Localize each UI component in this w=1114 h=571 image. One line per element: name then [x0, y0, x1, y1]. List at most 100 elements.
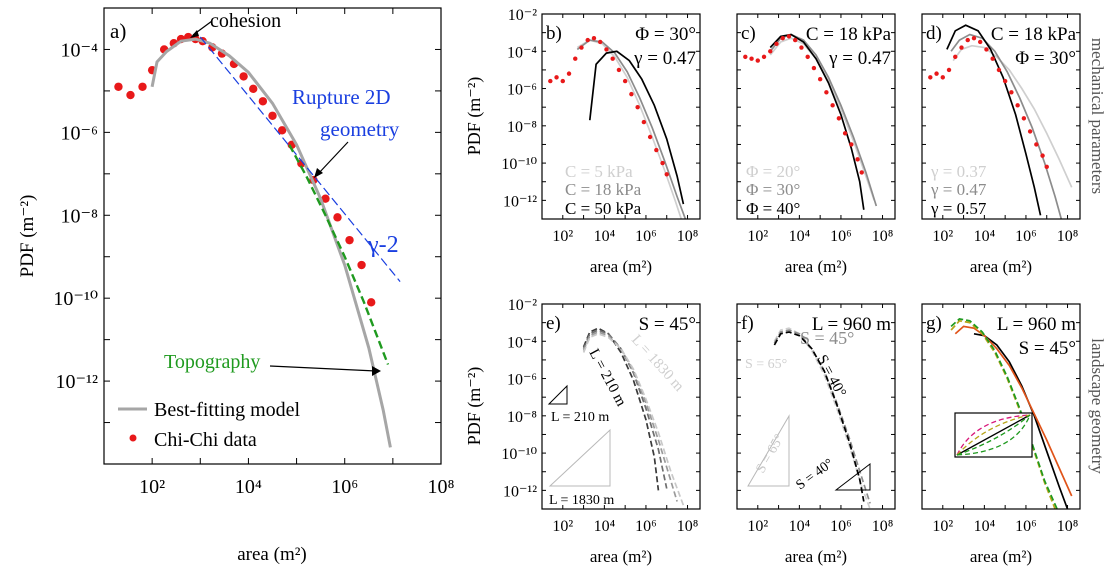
panel-e-series [582, 327, 685, 506]
annotation-rupture-1: Rupture 2D [292, 85, 391, 109]
panel-d-ticks: 10² 10⁴ 10⁶ 10⁸ [921, 13, 1080, 245]
panel-e: 10² 10⁴ 10⁶ 10⁸ 10⁻² 10⁻⁴ 10⁻⁶ 10⁻⁸ 10⁻¹⁰ 10⁻¹² e… [464, 297, 701, 566]
panel-c-legend-3: Φ = 40° [746, 199, 800, 218]
panel-g-inset-curve-yellow [956, 414, 1031, 456]
x-tick-label: 10⁸ [677, 228, 699, 245]
x-tick-label: 10⁸ [1057, 228, 1079, 245]
data-point [366, 298, 376, 307]
data-point [591, 36, 597, 41]
panel-c-frame [736, 13, 896, 220]
data-point [743, 54, 748, 60]
x-tick-label: 10⁸ [872, 518, 894, 535]
data-point [755, 58, 760, 63]
panel-b-legend-3: C = 50 kPa [565, 199, 642, 218]
panel-g-ticks: 10² 10⁴ 10⁶ 10⁸ [921, 303, 1080, 535]
panel-g-xlabel: area (m²) [970, 547, 1032, 566]
data-point [793, 37, 798, 43]
panel-d-legend-1: γ = 0.37 [930, 162, 987, 181]
series-line [954, 325, 1073, 497]
y-tick-label: 10⁻⁴ [507, 334, 537, 351]
data-point [811, 65, 817, 71]
panel-d-header-2: Φ = 30° [1015, 48, 1076, 69]
x-tick-label: 10⁶ [635, 518, 657, 535]
annotation-topography-arrow [269, 365, 377, 372]
data-point [604, 47, 609, 52]
panel-b-label: b) [546, 23, 562, 44]
panel-d-frame [921, 13, 1081, 220]
data-point [357, 260, 366, 270]
panel-b-header-1: Φ = 30° [635, 24, 696, 45]
panel-d-xlabel: area (m²) [970, 257, 1032, 276]
data-point [799, 45, 804, 50]
y-tick-label: 10⁻⁴ [507, 44, 537, 61]
panel-b-xlabel: area (m²) [590, 257, 652, 276]
panel-c-legend-1: Φ = 20° [746, 162, 800, 181]
x-tick-label: 10⁴ [974, 228, 996, 245]
data-point [1021, 116, 1027, 121]
x-tick-label: 10² [747, 518, 768, 535]
x-tick-label: 10⁸ [1057, 518, 1079, 535]
panel-d-legend-2: γ = 0.47 [930, 180, 987, 199]
panel-b-ticks: 10² 10⁴ 10⁶ 10⁸ 10⁻² 10⁻⁴ 10⁻⁶ 10⁻⁸ 10⁻¹⁰ 10⁻¹² [501, 7, 700, 245]
data-point [996, 67, 1002, 73]
panel-e-ylabel: PDF (m⁻²) [464, 367, 485, 445]
data-point [836, 116, 842, 121]
panel-d-label: d) [926, 23, 942, 44]
panel-f-xlabel: area (m²) [785, 547, 847, 566]
y-tick-label: 10⁻² [508, 7, 537, 24]
panel-f-triangle-steep [747, 414, 790, 487]
data-point [761, 54, 767, 60]
data-point [855, 157, 860, 162]
series-line [769, 33, 865, 210]
panel-d-legend-3: γ = 0.57 [930, 199, 987, 218]
panel-g-inset [954, 412, 1033, 458]
data-point [842, 131, 848, 136]
series-line [950, 317, 1058, 509]
data-point [560, 78, 565, 84]
annotation-rupture-arrow [317, 141, 349, 175]
panel-c: 10² 10⁴ 10⁶ 10⁸ c) C = 18 kPa γ = 0.47 Φ = … [736, 13, 896, 276]
data-point [1027, 129, 1033, 134]
series-line [199, 36, 401, 282]
data-point [579, 45, 584, 50]
panel-c-xlabel: area (m²) [785, 257, 847, 276]
data-point [249, 84, 258, 94]
data-point [585, 37, 590, 43]
panel-f-ticks: 10² 10⁴ 10⁶ 10⁸ [736, 303, 895, 535]
x-tick-label: 10⁶ [635, 228, 657, 245]
data-point [566, 71, 572, 76]
series-line [773, 331, 865, 502]
data-point [978, 39, 983, 45]
panel-g: 10² 10⁴ 10⁶ 10⁸ g) L = 960 m S = 45° area (… [921, 303, 1081, 566]
data-point [664, 172, 669, 177]
x-tick-label: 10⁶ [830, 228, 852, 245]
data-point [548, 78, 553, 84]
annotation-cohesion-arrowhead [190, 30, 199, 38]
annotation-topography: Topography [164, 351, 260, 373]
data-point [953, 54, 958, 60]
panel-e-label: e) [546, 313, 561, 334]
panel-g-inset-curve-green1 [956, 414, 1031, 456]
data-point [1009, 90, 1014, 95]
panel-a-ylabel: PDF (m⁻²) [17, 195, 38, 278]
x-tick-label: 10⁴ [594, 518, 616, 535]
data-point [786, 34, 792, 39]
x-tick-label: 10² [932, 518, 953, 535]
data-point [817, 77, 823, 82]
panel-f-curve-label-2: S = 65° [745, 357, 787, 372]
legend-model-label: Best-fitting model [154, 399, 301, 421]
x-tick-label: 10² [747, 228, 768, 245]
data-point [345, 235, 354, 245]
panel-c-ticks: 10² 10⁴ 10⁶ 10⁸ [736, 13, 895, 245]
y-tick-label: 10⁻⁸ [507, 409, 537, 426]
panel-d-series [928, 24, 1073, 219]
panel-b-frame [541, 13, 701, 220]
data-point [654, 147, 659, 153]
data-point [768, 49, 773, 54]
data-point [830, 103, 835, 108]
panel-f-triangle-label-40: S = 40° [794, 456, 837, 493]
data-point [780, 36, 785, 41]
panel-c-legend-2: Φ = 30° [746, 180, 800, 199]
x-tick-label: 10² [552, 518, 573, 535]
